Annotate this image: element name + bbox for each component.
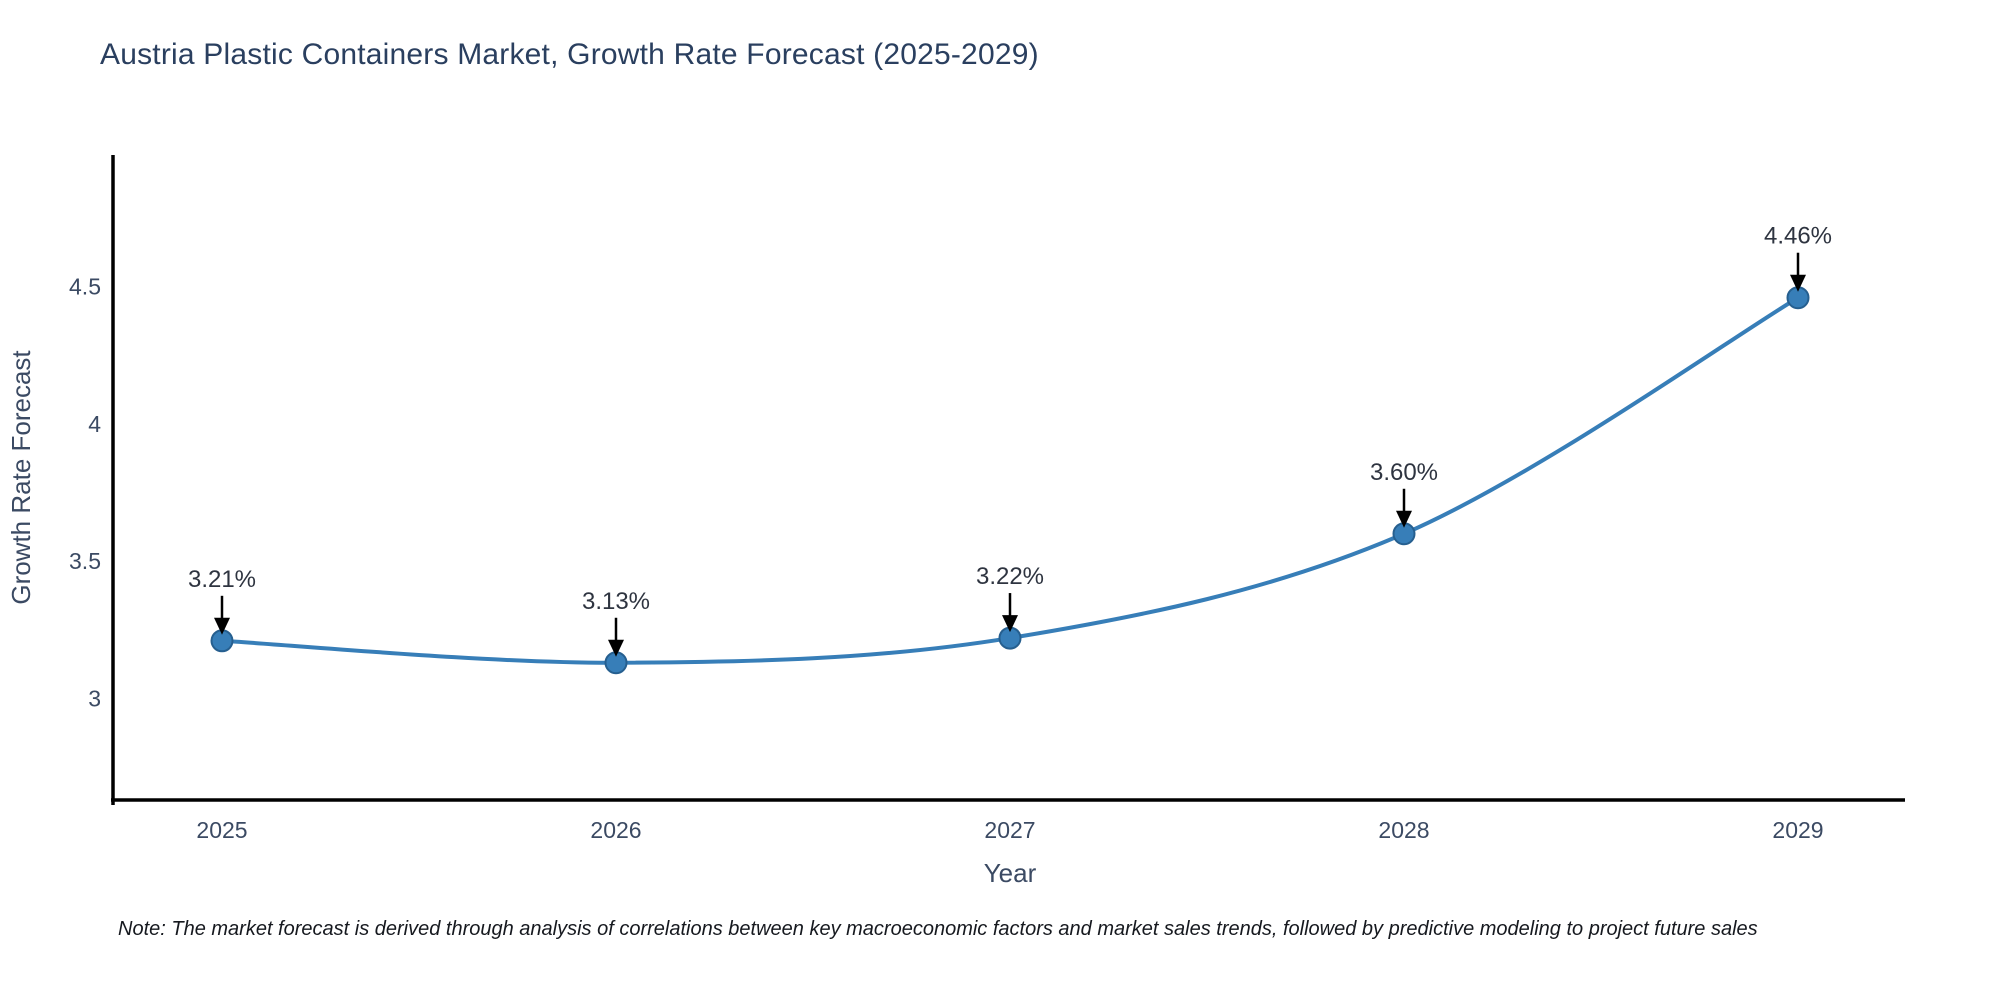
x-tick-label-2026: 2026 (590, 817, 641, 843)
x-tick-label-2027: 2027 (984, 817, 1035, 843)
x-tick-label-2029: 2029 (1772, 817, 1823, 843)
data-label-2028: 3.60% (1370, 459, 1438, 486)
y-axis-title: Growth Rate Forecast (6, 350, 36, 605)
annotation-arrowhead-icon (1790, 274, 1806, 292)
x-tick-label-2025: 2025 (196, 817, 247, 843)
x-axis-title: Year (984, 858, 1037, 888)
y-tick-label-3.5: 3.5 (69, 548, 101, 574)
data-label-2029: 4.46% (1764, 223, 1832, 250)
y-tick-label-3: 3 (88, 685, 101, 711)
chart-title: Austria Plastic Containers Market, Growt… (100, 38, 1039, 71)
annotation-arrowhead-icon (214, 617, 230, 635)
annotation-arrowhead-icon (608, 639, 624, 657)
data-label-2027: 3.22% (976, 563, 1044, 590)
annotation-arrowhead-icon (1002, 615, 1018, 633)
annotation-arrowhead-icon (1396, 510, 1412, 528)
y-tick-label-4.5: 4.5 (69, 274, 101, 300)
x-tick-label-2028: 2028 (1378, 817, 1429, 843)
data-label-2026: 3.13% (582, 588, 650, 615)
data-label-2025: 3.21% (188, 566, 256, 593)
y-tick-label-4: 4 (88, 411, 101, 437)
footnote: Note: The market forecast is derived thr… (118, 918, 1758, 940)
